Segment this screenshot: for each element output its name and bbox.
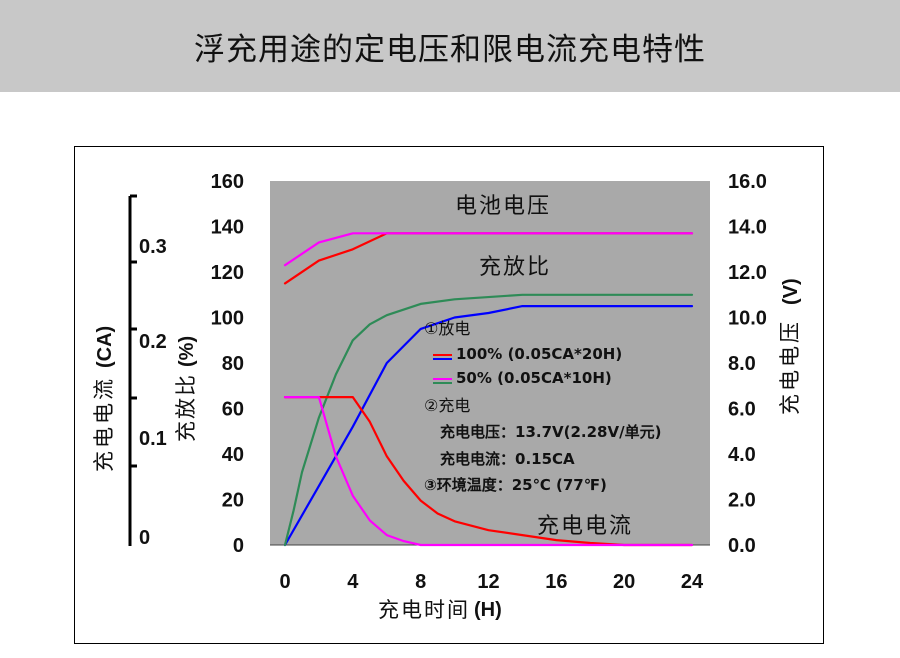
right-tick-label: 10.0	[728, 308, 767, 330]
series-line-charge_ratio-0000ff	[283, 305, 694, 547]
left-tick-label: 40	[222, 444, 244, 466]
right-axis-label: 电压	[778, 319, 802, 367]
current-tick-label: 0.2	[139, 331, 167, 353]
charge-voltage-note: 充电电压：13.7V(2.28V/单元)	[440, 423, 661, 441]
current-tick-label: 0	[139, 527, 150, 549]
series-line-charge_ratio-2e8b57	[283, 293, 694, 547]
x-tick-label: 24	[681, 571, 704, 593]
right-axis-unit: (V)	[780, 278, 802, 305]
left-tick-label: 100	[211, 308, 244, 330]
right-tick-label: 8.0	[728, 353, 756, 375]
tick-labels: 0204060801001201401600.02.04.06.08.010.0…	[211, 171, 767, 593]
charge-header: ②充电	[424, 396, 470, 415]
current-curve-label: 充电电流	[537, 514, 633, 539]
page-title: 浮充用途的定电压和限电流充电特性	[194, 32, 706, 68]
right-tick-label: 0.0	[728, 535, 756, 557]
current-axis-label: 充电电流	[92, 376, 116, 472]
series-line-voltage-ff00ff	[283, 232, 694, 267]
right-tick-label: 12.0	[728, 262, 767, 284]
left-axis-unit: (%)	[176, 336, 198, 367]
series-line-current-ff00ff	[283, 396, 694, 547]
left-axis-label: 充放比	[174, 373, 198, 442]
chart-frame	[74, 146, 824, 644]
current-tick-label: 0.1	[139, 428, 167, 450]
series-line-current-ff0000	[283, 396, 694, 547]
x-tick-label: 12	[477, 571, 499, 593]
left-tick-label: 160	[211, 171, 244, 193]
left-tick-label: 120	[211, 262, 244, 284]
discharge-header: ①放电	[424, 319, 470, 338]
ambient-temp-note: ③环境温度：25℃ (77℉)	[424, 476, 607, 494]
right-tick-label: 4.0	[728, 444, 756, 466]
right-tick-label: 16.0	[728, 171, 767, 193]
right-tick-label: 2.0	[728, 490, 756, 512]
left-tick-label: 80	[222, 353, 244, 375]
charge-current-note: 充电电流：0.15CA	[440, 450, 575, 468]
title-bar: 浮充用途的定电压和限电流充电特性	[0, 0, 900, 92]
left-tick-label: 140	[211, 217, 244, 239]
current-axis: 0 0.1 0.2 0.3	[128, 194, 167, 549]
left-tick-label: 20	[222, 490, 244, 512]
right-tick-label: 6.0	[728, 399, 756, 421]
series-layer	[283, 232, 694, 547]
left-tick-label: 60	[222, 399, 244, 421]
x-tick-label: 8	[415, 571, 426, 593]
current-axis-unit: (CA)	[94, 326, 116, 368]
x-tick-label: 20	[613, 571, 635, 593]
right-axis-prefix: 充电	[778, 367, 802, 415]
x-axis-unit: (H)	[474, 599, 502, 621]
plot-area	[270, 181, 710, 545]
legend-red-label: 100% (0.05CA*20H)	[456, 345, 622, 363]
x-tick-label: 4	[347, 571, 359, 593]
x-tick-label: 0	[279, 571, 290, 593]
x-tick-label: 16	[545, 571, 567, 593]
right-tick-label: 14.0	[728, 217, 767, 239]
voltage-curve-label: 电池电压	[455, 194, 551, 219]
left-tick-label: 0	[233, 535, 244, 557]
current-tick-label: 0.3	[139, 236, 167, 258]
ratio-curve-label: 充放比	[479, 255, 551, 280]
x-axis-label: 充电时间	[378, 598, 470, 622]
legend-magenta-label: 50% (0.05CA*10H)	[456, 369, 612, 387]
